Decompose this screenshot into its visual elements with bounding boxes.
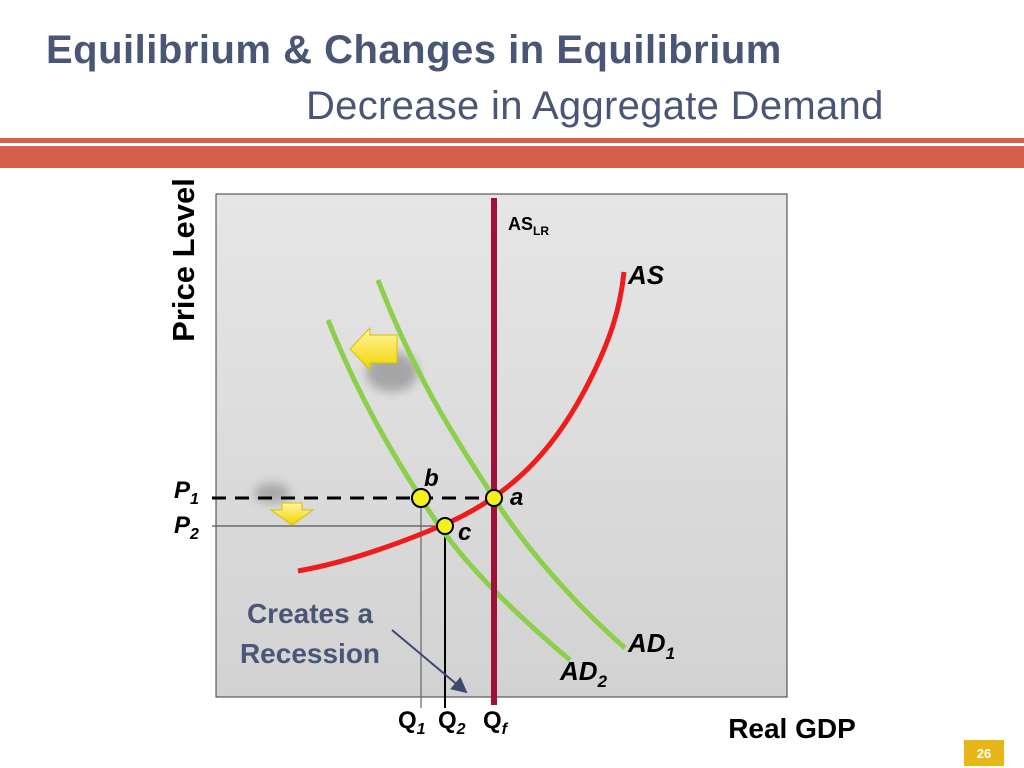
as-lr-main: AS — [508, 214, 533, 234]
q1-label: Q1 — [398, 707, 426, 738]
p1-main: P — [174, 477, 191, 504]
y-axis-label: Price Level — [166, 178, 201, 342]
as-lr-sub: LR — [533, 224, 549, 238]
as-lr-label: ASLR — [508, 214, 549, 238]
recession-annotation-line2: Recession — [240, 638, 380, 669]
qf-sub: f — [502, 721, 509, 738]
title-divider — [0, 138, 1024, 143]
slide-title: Equilibrium & Changes in Equilibrium — [46, 28, 782, 72]
p2-main: P — [174, 512, 191, 539]
shift-left-arrow-icon — [349, 326, 398, 372]
point-a-marker — [485, 489, 503, 507]
plot-area — [215, 193, 788, 698]
point-a-label: a — [510, 484, 523, 511]
ad2-sub: 2 — [597, 672, 608, 691]
point-b-marker — [411, 488, 431, 508]
ad2-label: AD2 — [559, 656, 608, 691]
q2-label: Q2 — [438, 707, 466, 738]
page-number: 26 — [964, 740, 1004, 766]
q2-sub: 2 — [456, 721, 466, 738]
point-b-label: b — [424, 465, 439, 492]
x-axis-label: Real GDP — [728, 713, 856, 744]
p1-sub: 1 — [190, 491, 199, 508]
qf-main: Q — [483, 707, 502, 734]
slide-subtitle: Decrease in Aggregate Demand — [306, 84, 884, 128]
recession-annotation-line1: Creates a — [247, 598, 374, 629]
arrow-shadow — [254, 483, 290, 503]
title-band — [0, 146, 1024, 168]
q1-sub: 1 — [417, 721, 426, 738]
q2-main: Q — [438, 707, 457, 734]
point-c-marker — [436, 517, 454, 535]
p1-label: P1 — [174, 477, 199, 508]
as-label: AS — [627, 260, 665, 290]
q1-main: Q — [398, 707, 417, 734]
p2-label: P2 — [174, 512, 199, 543]
qf-label: Qf — [483, 707, 509, 738]
ad2-main: AD — [559, 656, 598, 686]
price-down-arrow-icon — [269, 502, 315, 526]
ad1-sub: 1 — [666, 644, 675, 663]
p2-sub: 2 — [189, 526, 199, 543]
as-curve — [297, 271, 627, 574]
recession-pointer-arrow — [391, 629, 468, 694]
point-c-label: c — [458, 519, 471, 546]
ad1-label: AD1 — [627, 628, 675, 663]
ad1-main: AD — [627, 628, 666, 658]
